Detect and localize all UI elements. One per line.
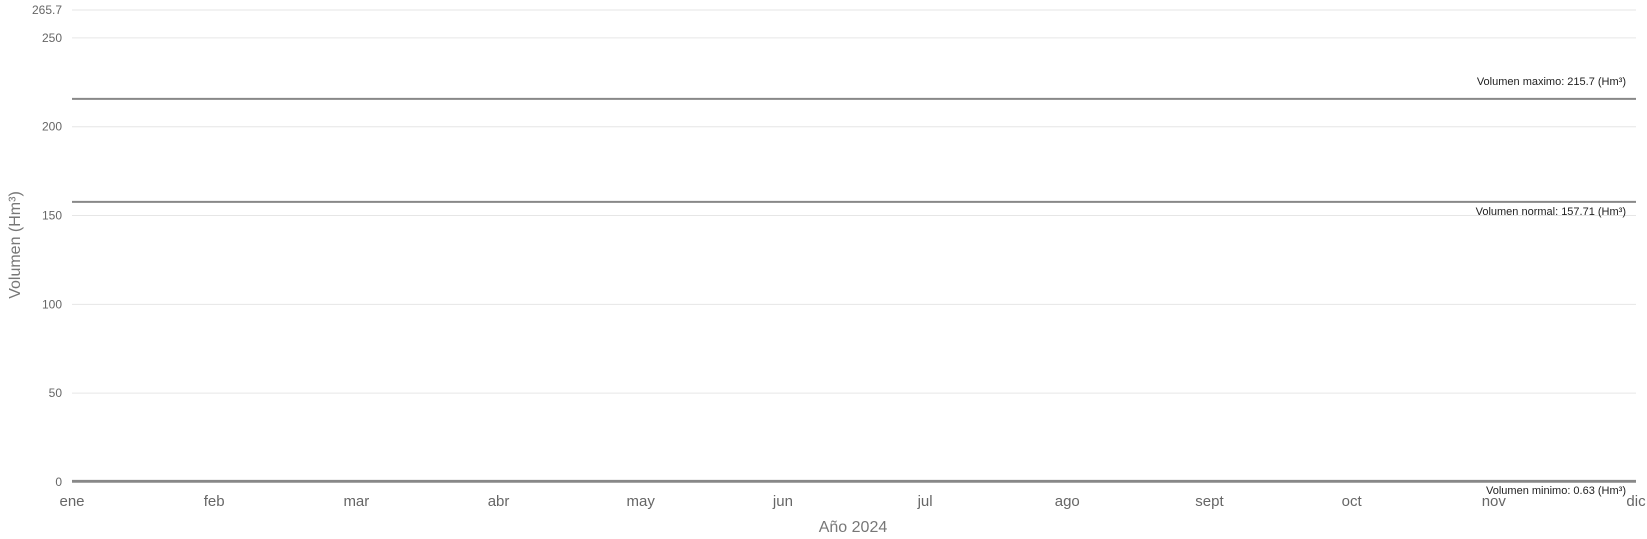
y-tick-label: 0 xyxy=(55,475,62,489)
x-tick-label-may: may xyxy=(627,493,656,510)
y-tick-label: 250 xyxy=(42,31,62,45)
reference-line-label-0: Volumen maximo: 215.7 (Hm³) xyxy=(1477,76,1626,88)
x-tick-label-dic: dic xyxy=(1626,493,1646,510)
x-axis-title: Año 2024 xyxy=(819,519,888,536)
x-tick-label-mar: mar xyxy=(343,493,369,510)
x-tick-label-sept: sept xyxy=(1195,493,1224,510)
reference-line-label-2: Volumen minimo: 0.63 (Hm³) xyxy=(1486,485,1626,497)
x-tick-label-jul: jul xyxy=(917,493,933,510)
x-tick-label-ene: ene xyxy=(59,493,84,510)
reference-line-label-1: Volumen normal: 157.71 (Hm³) xyxy=(1476,206,1626,218)
x-tick-label-ago: ago xyxy=(1055,493,1080,510)
x-tick-label-nov: nov xyxy=(1482,493,1507,510)
y-tick-label: 200 xyxy=(42,120,62,134)
y-tick-label: 50 xyxy=(49,386,63,400)
y-tick-label: 150 xyxy=(42,209,62,223)
x-tick-label-oct: oct xyxy=(1342,493,1363,510)
y-axis-title: Volumen (Hm³) xyxy=(7,191,24,299)
reference-lines: Volumen maximo: 215.7 (Hm³) Volumen norma… xyxy=(72,76,1636,497)
grid-lines xyxy=(72,9,1636,394)
y-tick-label: 100 xyxy=(42,297,62,311)
x-tick-label-feb: feb xyxy=(204,493,225,510)
x-tick-label-jun: jun xyxy=(772,493,793,510)
x-tick-label-abr: abr xyxy=(488,493,510,510)
tick-labels: 0 50 100 150 200 250 265.7 ene feb mar abr may jun ju… xyxy=(32,3,1646,510)
y-max-label: 265.7 xyxy=(32,3,62,17)
